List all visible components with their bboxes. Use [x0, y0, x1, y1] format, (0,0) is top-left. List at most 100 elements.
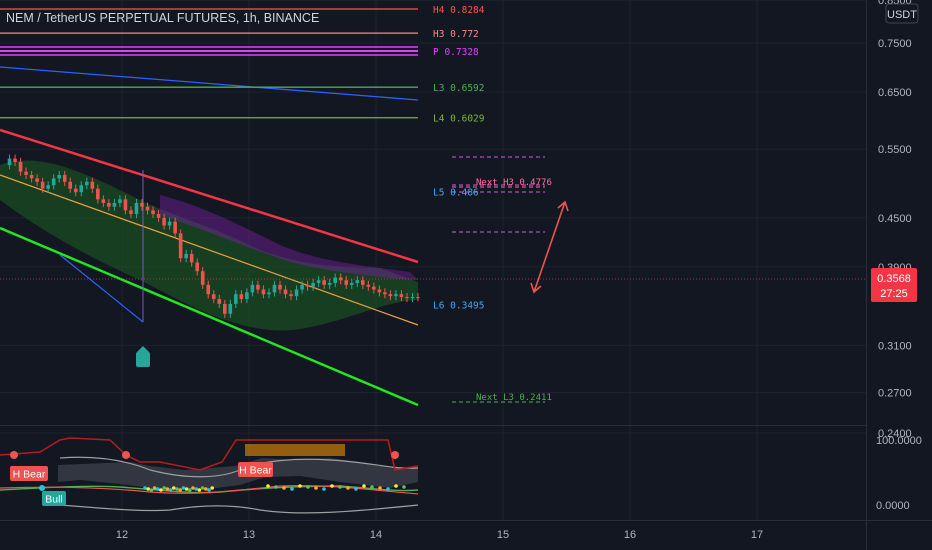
- candle-body[interactable]: [377, 289, 382, 293]
- candle-body[interactable]: [178, 233, 183, 259]
- candle-body[interactable]: [322, 280, 326, 285]
- candle-body[interactable]: [305, 284, 310, 287]
- candle-body[interactable]: [327, 282, 332, 285]
- candle-body[interactable]: [101, 199, 106, 203]
- oscillator-dot: [181, 486, 186, 490]
- candle-body[interactable]: [57, 175, 61, 179]
- candle-body[interactable]: [349, 282, 354, 285]
- candle-body[interactable]: [73, 188, 78, 193]
- candle-body[interactable]: [388, 294, 393, 297]
- candle-body[interactable]: [211, 294, 216, 300]
- oscillator-dot: [194, 487, 198, 491]
- candle-body[interactable]: [394, 294, 398, 297]
- oscillator-dot: [298, 484, 302, 488]
- candle-body[interactable]: [372, 286, 376, 290]
- candle-body[interactable]: [256, 284, 260, 290]
- candle-body[interactable]: [245, 292, 249, 300]
- candle-body[interactable]: [206, 284, 211, 295]
- candle-body[interactable]: [405, 297, 409, 299]
- candle-body[interactable]: [129, 210, 133, 215]
- candle-body[interactable]: [173, 221, 177, 234]
- candle-body[interactable]: [62, 175, 67, 182]
- candle-body[interactable]: [24, 171, 28, 176]
- signal-dot-red: [391, 451, 399, 459]
- signal-label: H Bear: [13, 469, 46, 481]
- candle-body[interactable]: [85, 181, 89, 186]
- last-price-badge: 0.3568 27:25: [871, 268, 917, 302]
- candle-body[interactable]: [361, 280, 365, 285]
- candle-body[interactable]: [18, 161, 23, 172]
- candle-body[interactable]: [234, 294, 238, 304]
- candle-body[interactable]: [294, 289, 299, 297]
- candle-body[interactable]: [223, 303, 227, 314]
- candle-body[interactable]: [311, 282, 315, 287]
- pivot-label: P 0.7328: [433, 47, 479, 58]
- candle-body[interactable]: [316, 280, 321, 283]
- candle-body[interactable]: [68, 181, 73, 189]
- candle-body[interactable]: [134, 202, 139, 215]
- candle-body[interactable]: [189, 253, 194, 263]
- oscillator-dot: [172, 486, 176, 490]
- candle-body[interactable]: [333, 277, 337, 283]
- price-tick-label: 0.6500: [878, 87, 912, 99]
- candle-body[interactable]: [167, 221, 172, 226]
- candle-body[interactable]: [29, 175, 34, 179]
- candle-body[interactable]: [156, 214, 161, 218]
- candle-body[interactable]: [13, 158, 17, 162]
- candle-body[interactable]: [366, 284, 371, 287]
- candle-body[interactable]: [79, 185, 84, 193]
- oscillator-dot: [378, 486, 382, 490]
- candle-body[interactable]: [151, 210, 155, 215]
- oscillator-axis: 100.0000 0.0000: [876, 435, 922, 512]
- candle-body[interactable]: [289, 294, 293, 297]
- candle-body[interactable]: [228, 303, 233, 314]
- support-trend-line: [0, 226, 419, 407]
- candle-body[interactable]: [344, 280, 349, 285]
- currency-button[interactable]: USDT: [885, 3, 919, 24]
- time-axis[interactable]: 12 13 14 15 16 17: [116, 529, 763, 541]
- oscillator-dot: [274, 485, 278, 489]
- candle-body[interactable]: [35, 178, 39, 182]
- oscillator-dot: [386, 487, 390, 491]
- candle-body[interactable]: [300, 284, 304, 290]
- oscillator-dot: [152, 486, 157, 490]
- candle-body[interactable]: [267, 292, 271, 295]
- candle-body[interactable]: [383, 292, 387, 295]
- candle-body[interactable]: [140, 202, 144, 207]
- candle-body[interactable]: [338, 277, 343, 281]
- signal-label-box: [42, 491, 66, 506]
- candle-body[interactable]: [217, 299, 222, 304]
- candle-body[interactable]: [40, 181, 45, 189]
- pivot-label: H3 0.772: [433, 29, 479, 40]
- candle-body[interactable]: [107, 202, 111, 207]
- candle-body[interactable]: [410, 297, 415, 299]
- candle-body[interactable]: [145, 206, 150, 211]
- candle-body[interactable]: [162, 217, 166, 226]
- candle-body[interactable]: [399, 294, 404, 298]
- candle-body[interactable]: [278, 284, 282, 290]
- candle-body[interactable]: [184, 253, 188, 259]
- candle-body[interactable]: [195, 262, 199, 272]
- candle-body[interactable]: [283, 289, 288, 295]
- candle-body[interactable]: [416, 297, 420, 299]
- candlestick-series[interactable]: [7, 154, 420, 318]
- candle-body[interactable]: [261, 289, 266, 295]
- candle-body[interactable]: [90, 181, 95, 189]
- candle-body[interactable]: [123, 199, 128, 211]
- candle-body[interactable]: [7, 158, 12, 166]
- last-price-text: 0.3568: [877, 273, 911, 285]
- candle-body[interactable]: [118, 199, 122, 203]
- candle-body[interactable]: [96, 188, 100, 200]
- candle-body[interactable]: [112, 202, 117, 207]
- candle-body[interactable]: [200, 271, 205, 285]
- candle-body[interactable]: [51, 178, 56, 186]
- candle-body[interactable]: [46, 185, 50, 189]
- oscillator-dot: [188, 488, 192, 492]
- candle-body[interactable]: [250, 284, 255, 293]
- candle-body[interactable]: [355, 280, 360, 283]
- candle-body[interactable]: [239, 294, 244, 300]
- candle-body[interactable]: [272, 284, 277, 293]
- signal-label-box: [10, 466, 48, 481]
- oscillator-tick-label: 0.0000: [876, 500, 910, 512]
